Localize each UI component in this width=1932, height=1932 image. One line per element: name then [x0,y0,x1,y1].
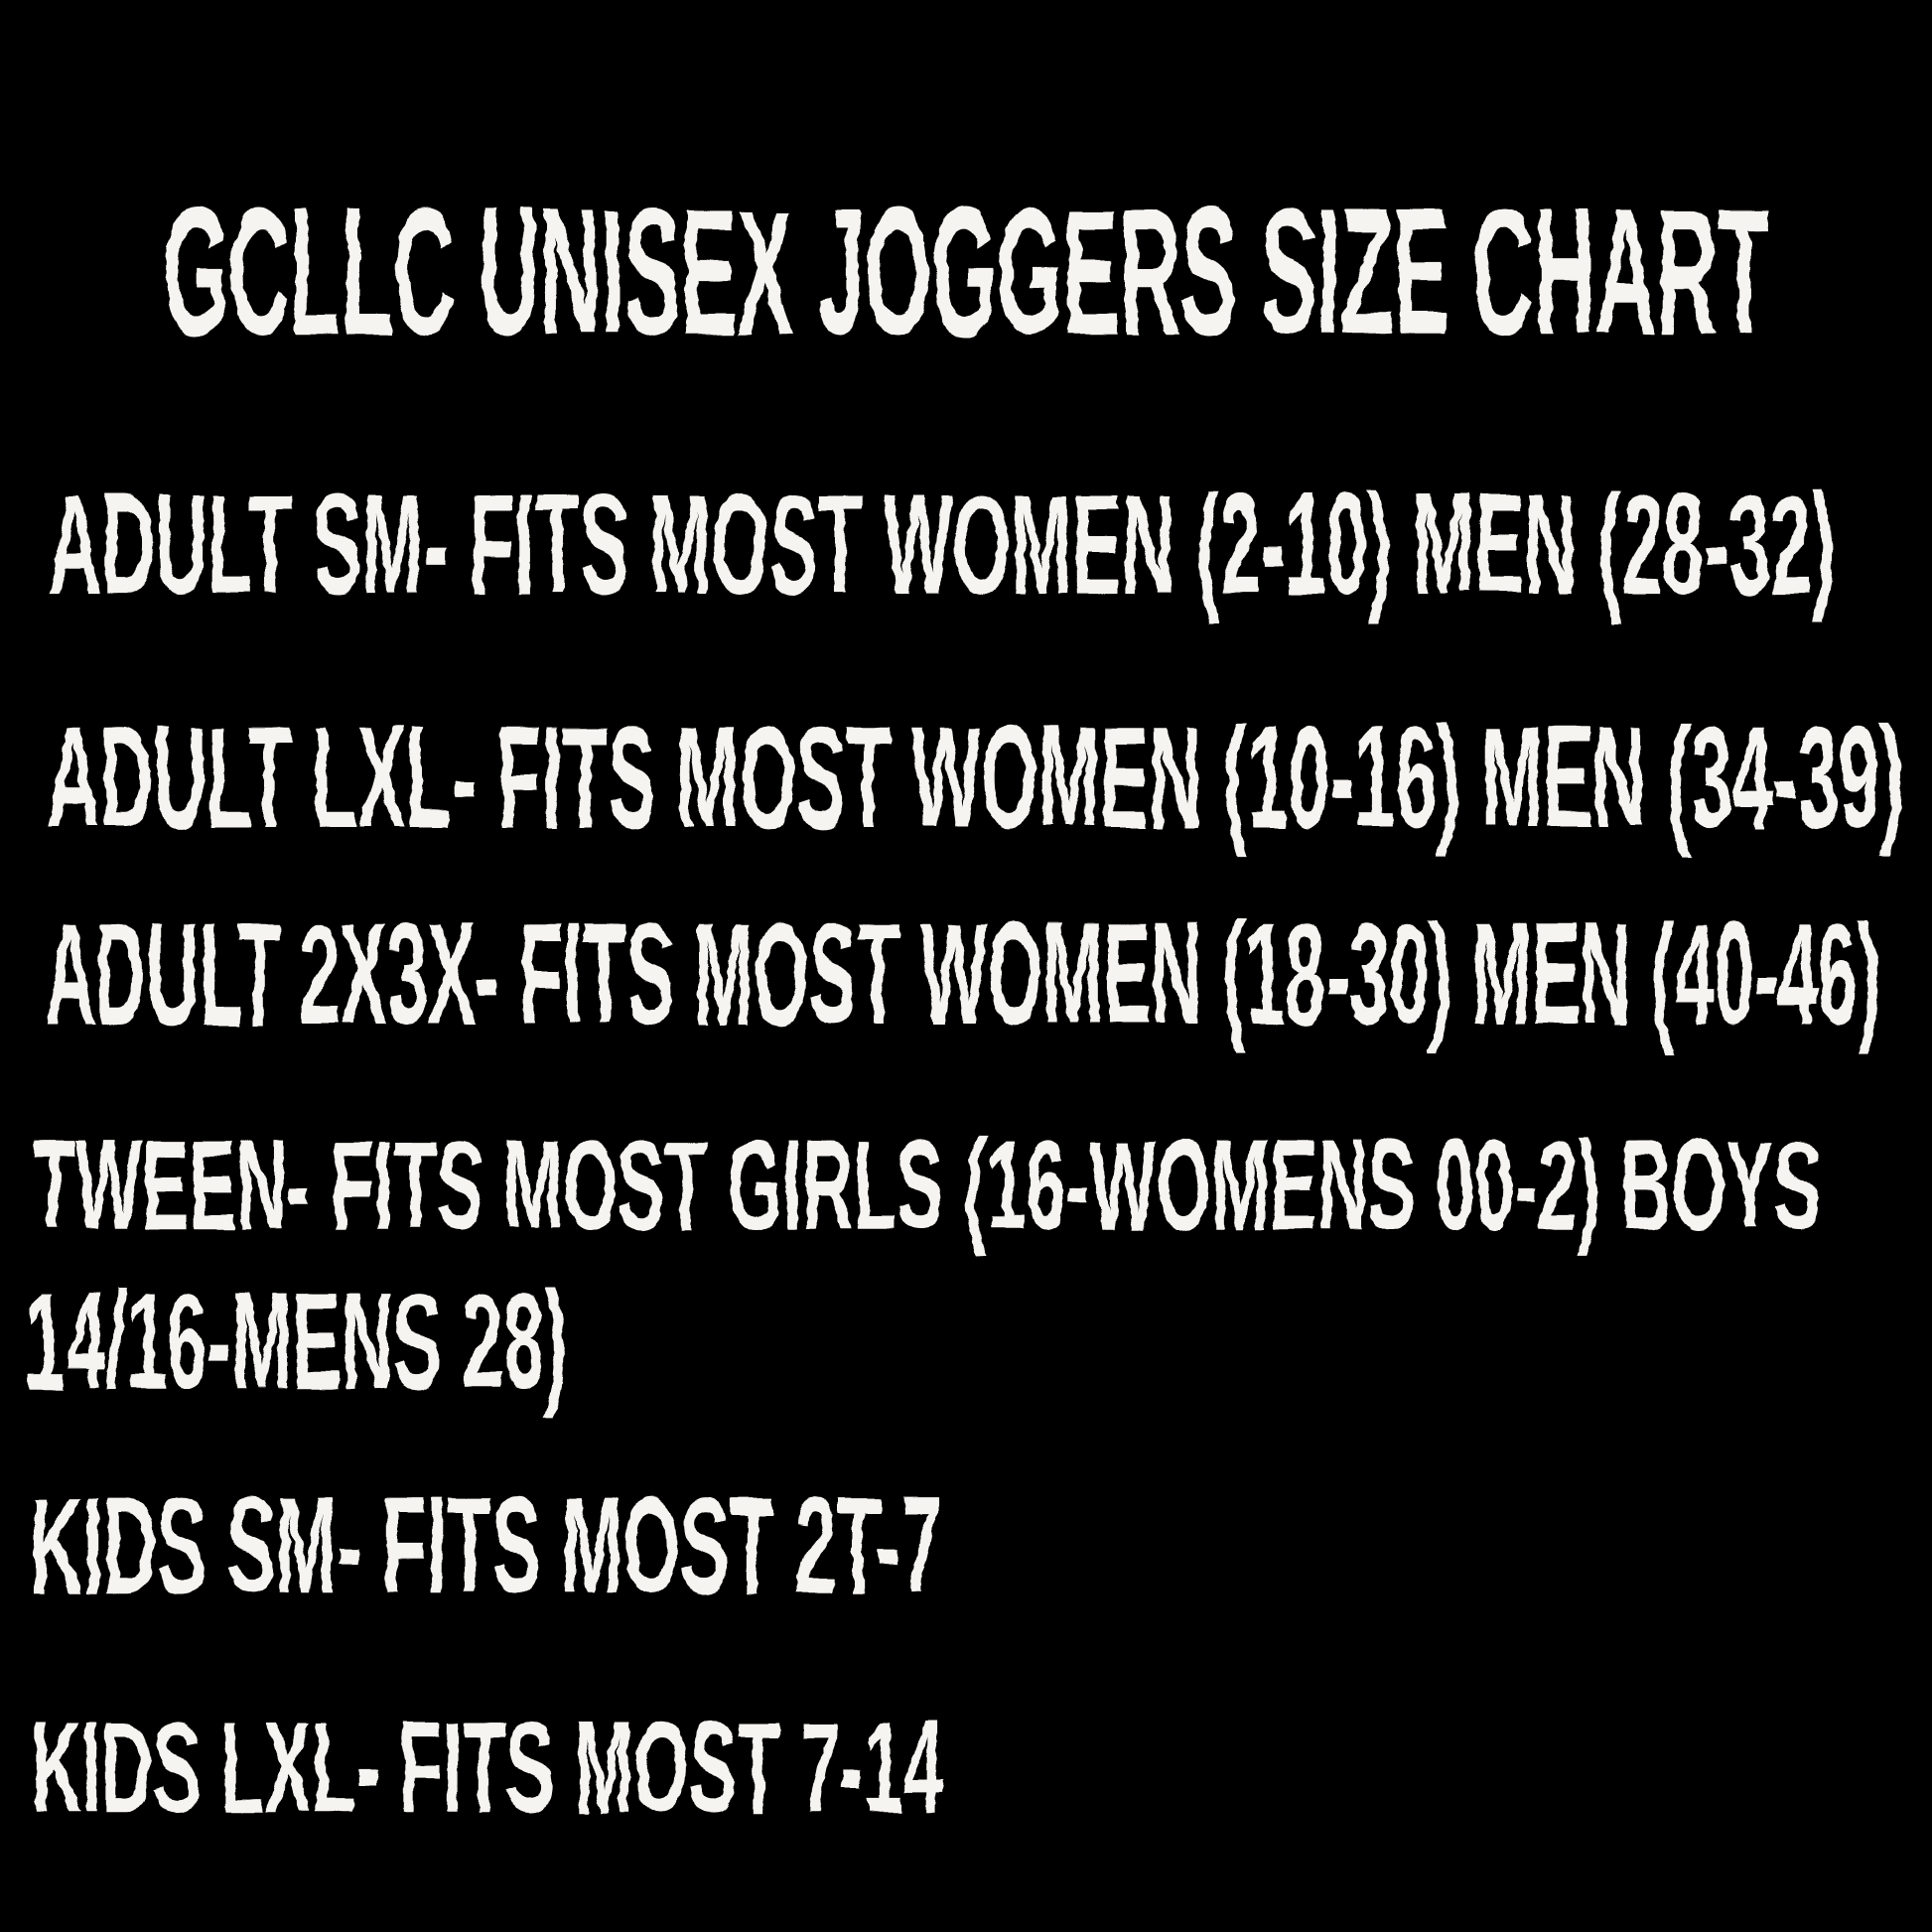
size-row-kids-sm: KIDS SM- FITS MOST 2T-7 [30,1470,942,1623]
size-row-kids-lxl: KIDS LXL- FITS MOST 7-14 [30,1696,944,1842]
size-row-tween-line1: TWEEN- FITS MOST GIRLS (16-WOMENS 00-2) … [32,1115,1821,1258]
size-row-tween-line2: 14/16-MENS 28) [25,1266,568,1419]
size-row-adult-2x3x: ADULT 2X3X- FITS MOST WOMEN (18-30) MEN … [44,893,1881,1054]
page-title: GCLLC UNISEX JOGGERS SIZE CHART [162,172,1770,373]
size-row-adult-sm: ADULT SM- FITS MOST WOMEN (2-10) MEN (28… [48,465,1836,624]
size-row-adult-lxl: ADULT LXL- FITS MOST WOMEN (10-16) MEN (… [47,696,1905,858]
